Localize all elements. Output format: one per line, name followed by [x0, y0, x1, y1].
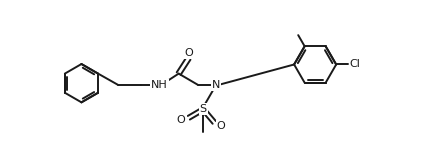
Text: NH: NH	[151, 80, 168, 90]
Text: O: O	[184, 48, 193, 58]
Text: S: S	[200, 104, 207, 114]
Text: N: N	[212, 80, 220, 90]
Text: Cl: Cl	[349, 60, 360, 69]
Text: O: O	[177, 115, 186, 125]
Text: O: O	[217, 121, 226, 131]
